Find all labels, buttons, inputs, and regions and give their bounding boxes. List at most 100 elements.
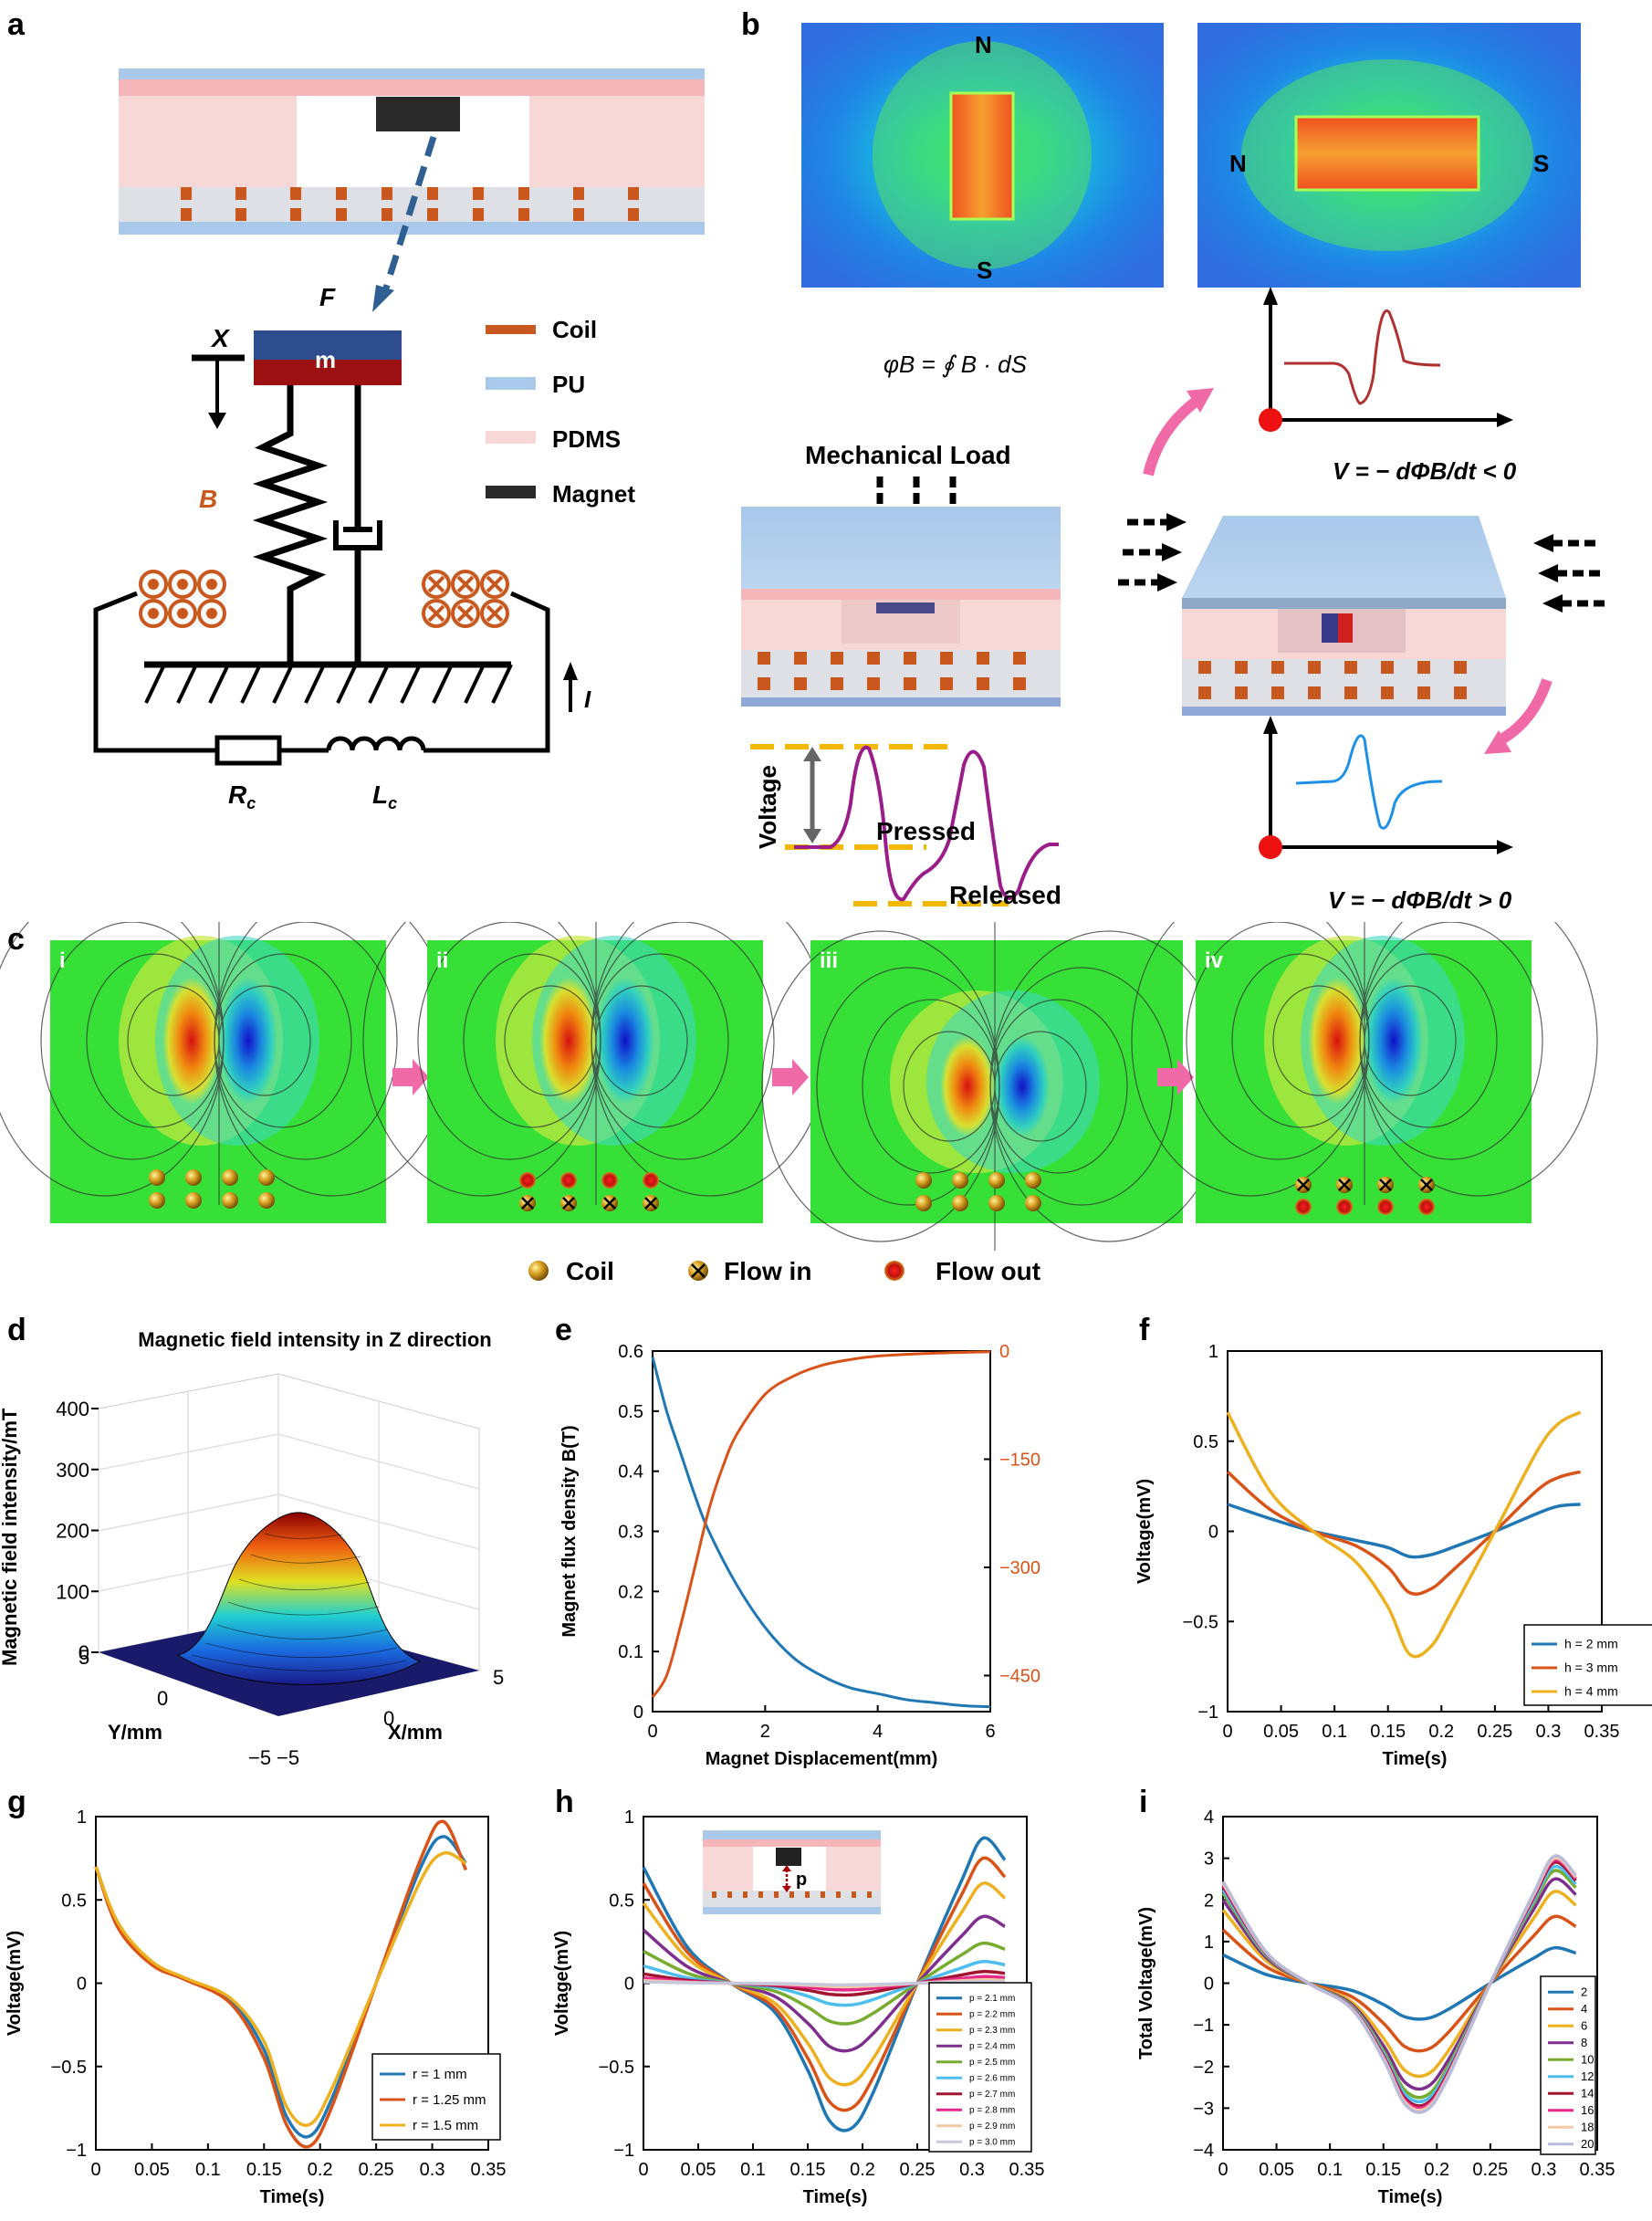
- chart-h-series: [643, 1979, 1006, 1987]
- chart-d-xlabel: X/mm: [388, 1721, 443, 1744]
- chart-d-xtick-5: 5: [493, 1666, 504, 1689]
- chart-h-inset: p: [703, 1830, 881, 1914]
- chart-d-xtick-neg5: −5: [277, 1746, 299, 1769]
- chart-f: 0 0.05 0.1 0.15 0.2 0.25 0.3 0.35 −1 −0.5 0 0.5 1 Tim…: [1134, 1342, 1652, 1769]
- force-label: F: [319, 283, 336, 311]
- chart-h-legend-entry: p = 2.5 mm: [969, 2058, 1015, 2068]
- chart-d-ytick-neg5: −5: [248, 1746, 271, 1769]
- rc-label: Rc: [228, 780, 256, 812]
- chart-i-ytick: 0: [1204, 1975, 1214, 1995]
- chart-g-xtick: 0.15: [246, 2160, 282, 2180]
- chart-g: 0 0.05 0.1 0.15 0.2 0.25 0.3 0.35 −1 −0.5 0 0.5 1 Tim…: [5, 1807, 506, 2207]
- chart-e-ytick: 0.5: [618, 1402, 643, 1422]
- chart-f-xtick: 0.2: [1428, 1722, 1454, 1742]
- chart-e-ytick: 0.2: [618, 1582, 643, 1602]
- legend-swatch-coil: [486, 325, 536, 334]
- voltage-waveform: [794, 745, 1059, 902]
- chart-g-series: [94, 1819, 468, 2149]
- surface-contours: [191, 1533, 407, 1671]
- chart-f-xtick: 0: [1222, 1722, 1232, 1742]
- chart-e: 0 2 4 6 0 0.1 0.2 0.3 0.4 0.5 0.6 0 −150 −300 −450 Magn…: [559, 1342, 1040, 1769]
- chart-i-legend-entry: 18: [1581, 2121, 1594, 2134]
- mass-bottom: [254, 360, 402, 385]
- eq-positive: V = − dΦB/dt > 0: [1328, 886, 1512, 914]
- chart-f-xtick: 0.1: [1322, 1722, 1347, 1742]
- chart-h-ytick: 0.5: [609, 1891, 634, 1911]
- chart-d-title: Magnetic field intensity in Z direction: [138, 1328, 491, 1351]
- chart-e-ytick: 0.6: [618, 1342, 643, 1362]
- fea-h-left-pole: N: [1229, 150, 1247, 177]
- chart-e-series-dbdz: [651, 1350, 991, 1699]
- chart-i-legend-entry: 8: [1581, 2036, 1587, 2049]
- chart-f-xtick: 0.35: [1584, 1722, 1620, 1742]
- flux-equation: φB = ∮ B · dS: [884, 351, 1028, 378]
- chart-i-ytick: 2: [1204, 1891, 1214, 1911]
- chart-e-ytick-right: −450: [999, 1667, 1040, 1687]
- fea-subpanel-i: i: [0, 922, 453, 1223]
- magnet-pressed: [876, 602, 935, 613]
- chart-i: 0 0.05 0.1 0.15 0.2 0.25 0.3 0.35−4−3−2−101234T…: [1136, 1807, 1615, 2207]
- chart-i-ytick: −2: [1193, 2058, 1214, 2078]
- coil-right-in: [422, 570, 509, 628]
- chart-e-xtick: 2: [760, 1722, 770, 1742]
- subpanel-label-iv: iv: [1205, 948, 1224, 973]
- chart-e-ytick: 0.1: [618, 1642, 643, 1662]
- fea-subpanel-iii: iii: [761, 922, 1229, 1252]
- chart-h-xtick: 0.15: [790, 2160, 826, 2180]
- pu-block-right: [1182, 516, 1506, 598]
- chart-f-ytick: 1: [1208, 1342, 1218, 1362]
- chart-d: Magnetic field intensity in Z direction …: [0, 1328, 504, 1769]
- chart-i-legend-entry: 4: [1581, 2002, 1587, 2016]
- chart-f-ytick: −1: [1197, 1702, 1218, 1723]
- chart-f-legend-entry: h = 2 mm: [1564, 1637, 1618, 1651]
- panel-a-diagram: F m X B I Rc Lc: [93, 68, 705, 812]
- fea-subpanel-iv: iv: [1131, 922, 1598, 1223]
- legend-pdms: PDMS: [552, 425, 621, 453]
- legend-swatch-pdms: [486, 431, 536, 444]
- chart-i-ylabel: Total Voltage(mV): [1136, 1907, 1156, 2059]
- chart-i-xtick: 0.35: [1580, 2160, 1615, 2180]
- chart-g-ytick: 0: [77, 1975, 87, 1995]
- chart-g-xtick: 0.25: [359, 2160, 394, 2180]
- chart-f-xtick: 0.25: [1477, 1722, 1512, 1742]
- chart-h-ylabel: Voltage(mV): [552, 1931, 572, 2036]
- panel-a-legend: Coil PU PDMS Magnet: [486, 316, 635, 508]
- legend-flow-out-text: Flow out: [936, 1257, 1040, 1285]
- pu-layer-top: [119, 68, 705, 79]
- shear-arrows: [1118, 513, 1606, 613]
- chart-e-xlabel: Magnet Displacement(mm): [706, 1749, 938, 1769]
- legend-swatch-pu: [486, 377, 536, 390]
- chart-e-ytick: 0: [633, 1702, 643, 1723]
- inset-magnet: [776, 1848, 801, 1866]
- lc-label: Lc: [372, 780, 397, 812]
- chart-i-xlabel: Time(s): [1378, 2187, 1443, 2207]
- subpanel-label-iii: iii: [820, 948, 838, 973]
- magnet-vertical: [949, 91, 1015, 221]
- current-label: I: [584, 686, 591, 713]
- x-arrowhead: [208, 413, 226, 429]
- chart-i-xtick: 0.05: [1259, 2160, 1294, 2180]
- chart-h: 0 0.05 0.1 0.15 0.2 0.25 0.3 0.35 −1 −0.5 0 0.5 1 Tim…: [552, 1807, 1044, 2207]
- spring: [252, 385, 329, 662]
- chart-i-xtick: 0.1: [1317, 2160, 1343, 2180]
- panel-label-g: g: [7, 1785, 26, 1819]
- chart-e-xtick: 6: [985, 1722, 995, 1742]
- chart-h-ytick: 1: [624, 1807, 634, 1828]
- chart-e-series-b: [651, 1357, 991, 1709]
- chart-d-ztick: 100: [56, 1580, 89, 1603]
- chart-e-ytick-right: −300: [999, 1558, 1040, 1578]
- zoom-arrow: [380, 135, 437, 299]
- panel-label-a: a: [7, 7, 25, 42]
- chart-i-legend-entry: 12: [1581, 2069, 1594, 2083]
- chart-g-xtick: 0.2: [308, 2160, 333, 2180]
- chart-h-xtick: 0.2: [850, 2160, 875, 2180]
- inset-p-label: p: [796, 1870, 807, 1890]
- chart-h-legend-entry: p = 2.2 mm: [969, 2010, 1015, 2020]
- chart-g-ytick: 1: [77, 1807, 87, 1828]
- chart-h-xtick: 0.05: [681, 2160, 716, 2180]
- inductor: [326, 736, 426, 751]
- curved-arrow-up: [1143, 397, 1199, 477]
- chart-i-xtick: 0.3: [1532, 2160, 1557, 2180]
- coil-left-out: [139, 570, 226, 628]
- chart-i-ytick: 4: [1204, 1807, 1214, 1828]
